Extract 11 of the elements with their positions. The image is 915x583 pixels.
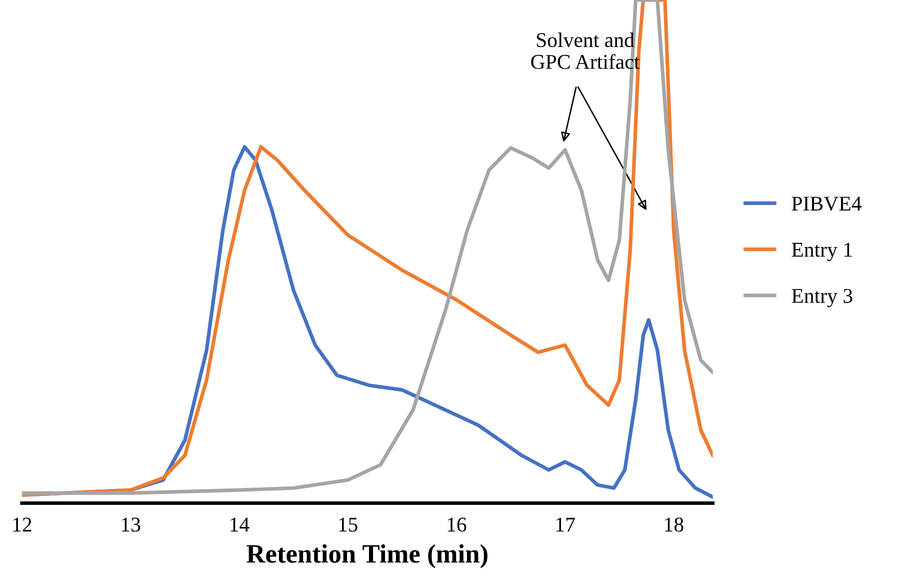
legend-label: Entry 3 xyxy=(792,288,852,308)
legend-label: Entry 1 xyxy=(792,242,852,262)
x-tick-label: 13 xyxy=(122,518,140,532)
x-axis-title: Retention Time (min) xyxy=(246,544,488,568)
x-tick-label: 14 xyxy=(230,518,250,532)
x-tick-label: 18 xyxy=(665,518,684,532)
x-tick-label: 15 xyxy=(339,518,358,532)
x-tick-label: 17 xyxy=(556,518,575,532)
x-tick-label: 12 xyxy=(13,518,32,532)
x-tick-label: 16 xyxy=(448,518,466,532)
legend-label: PIBVE4 xyxy=(792,196,862,211)
